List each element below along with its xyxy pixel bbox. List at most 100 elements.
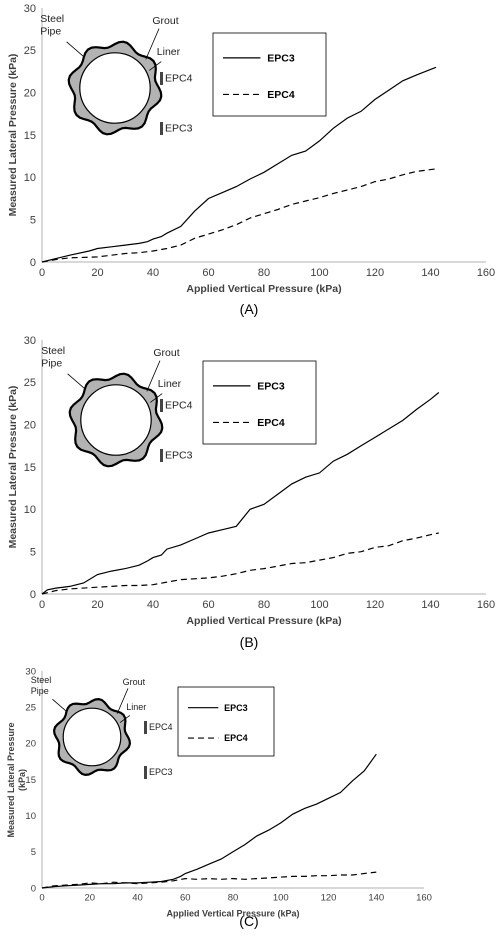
y-tick-label: 30 [24,3,36,15]
series-line-epc3 [41,392,440,595]
x-tick-label: 40 [147,599,159,611]
x-tick-label: 160 [416,893,432,904]
x-tick-label: 20 [91,599,103,611]
steel-pipe-pointer [66,41,84,57]
y-tick-label: 0 [30,257,36,269]
x-tick-label: 100 [310,599,328,611]
legend-label-epc3: EPC3 [257,381,285,393]
liner-label: Liner [158,378,182,390]
x-tick-label: 80 [258,267,270,279]
liner-circle [80,384,152,456]
x-tick-label: 120 [321,893,337,904]
grout-label: Grout [123,677,146,687]
chart-panel-a: 0 20 40 60 80 100 120 140 160 0 5 10 15 20 25 30 Applied… [7,3,495,317]
legend-box [177,686,275,757]
epc4-marker [160,72,163,85]
x-tick-label: 120 [366,267,384,279]
legend-label-epc3: EPC3 [224,703,248,713]
steel-pipe-pointer [52,698,67,712]
x-tick-label: 120 [366,599,384,611]
epc3-label: EPC3 [165,123,193,135]
x-tick-label: 100 [310,267,328,279]
epc3-label: EPC3 [149,767,173,777]
x-tick-label: 80 [228,893,239,904]
y-axis-title: Measured Lateral Pressure(kPa) [6,722,27,837]
steel-pipe-label: Steel Pipe [31,675,52,696]
x-tick-label: 60 [180,893,191,904]
y-tick-label: 20 [25,739,36,750]
y-tick-label: 30 [24,335,36,347]
epc3-marker [160,449,163,462]
x-tick-label: 40 [132,893,143,904]
x-axis-title: Applied Vertical Pressure (kPa) [186,615,341,627]
epc4-marker [160,399,163,412]
grout-label: Grout [153,347,179,359]
liner-pointer [149,61,162,71]
legend-box [212,32,327,117]
legend-label-epc4: EPC4 [257,417,285,429]
x-tick-label: 140 [421,599,439,611]
y-tick-label: 10 [25,811,36,822]
legend-box [202,360,317,445]
legend-label-epc4: EPC4 [267,89,295,101]
legend-label-epc4: EPC4 [224,733,248,743]
y-axis-title: Measured Lateral Pressure (kPa) [7,54,19,217]
y-tick-label: 20 [24,88,36,100]
liner-circle [79,52,151,124]
x-tick-label: 160 [477,267,495,279]
chart-panel-b: 0 20 40 60 80 100 120 140 160 0 5 10 15 20 25 30 Applied… [7,335,495,650]
grout-pointer [145,28,160,60]
steel-pipe-pointer [67,373,85,389]
y-tick-label: 10 [24,504,36,516]
series-line-epc4 [41,871,377,889]
epc4-label: EPC4 [165,400,193,412]
y-tick-label: 20 [24,420,36,432]
panel-caption: (B) [240,634,259,650]
grout-pointer [116,688,129,714]
x-tick-label: 60 [202,267,214,279]
x-tick-label: 20 [91,267,103,279]
series-line-epc3 [41,753,377,889]
x-tick-label: 60 [202,599,214,611]
y-tick-label: 10 [24,172,36,184]
x-tick-label: 0 [39,893,44,904]
x-tick-label: 40 [147,267,159,279]
x-tick-label: 80 [258,599,270,611]
y-tick-label: 30 [25,666,36,677]
x-axis-title: Applied Vertical Pressure (kPa) [186,283,341,295]
grout-label: Grout [152,15,178,27]
y-tick-label: 25 [24,45,36,57]
pipe-cross-section-inset: EPC4 EPC3 Steel Pipe Grout Liner [40,13,193,136]
y-tick-label: 25 [25,702,36,713]
grout-pointer [146,360,161,392]
y-tick-label: 15 [24,462,36,474]
liner-label: Liner [157,46,181,58]
epc4-marker [144,721,147,734]
steel-pipe-label: Steel Pipe [40,13,64,38]
x-tick-label: 160 [477,599,495,611]
x-tick-label: 0 [39,267,45,279]
legend-label-epc3: EPC3 [267,53,295,65]
chart-panel-c: 0 20 40 60 80 100 120 140 160 0 5 10 15 20 25 30 Applied… [6,666,432,929]
epc4-label: EPC4 [149,722,173,732]
liner-pointer [150,393,163,403]
pipe-cross-section-inset: EPC4 EPC3 Steel Pipe Grout Liner [31,675,173,779]
panel-caption: (C) [239,913,258,929]
panel-caption: (A) [240,301,259,317]
y-tick-label: 0 [31,883,36,894]
x-tick-label: 0 [39,599,45,611]
liner-circle [62,707,122,767]
series-line-epc4 [41,532,439,595]
y-tick-label: 5 [30,215,36,227]
y-tick-label: 0 [30,589,36,601]
x-tick-label: 20 [84,893,95,904]
y-tick-label: 15 [24,130,36,142]
x-tick-label: 140 [421,267,439,279]
liner-label: Liner [126,702,146,712]
series-line-epc3 [41,66,437,263]
steel-pipe-label: Steel Pipe [41,345,65,370]
y-tick-label: 5 [30,547,36,559]
y-tick-label: 25 [24,377,36,389]
epc3-label: EPC3 [165,450,193,462]
